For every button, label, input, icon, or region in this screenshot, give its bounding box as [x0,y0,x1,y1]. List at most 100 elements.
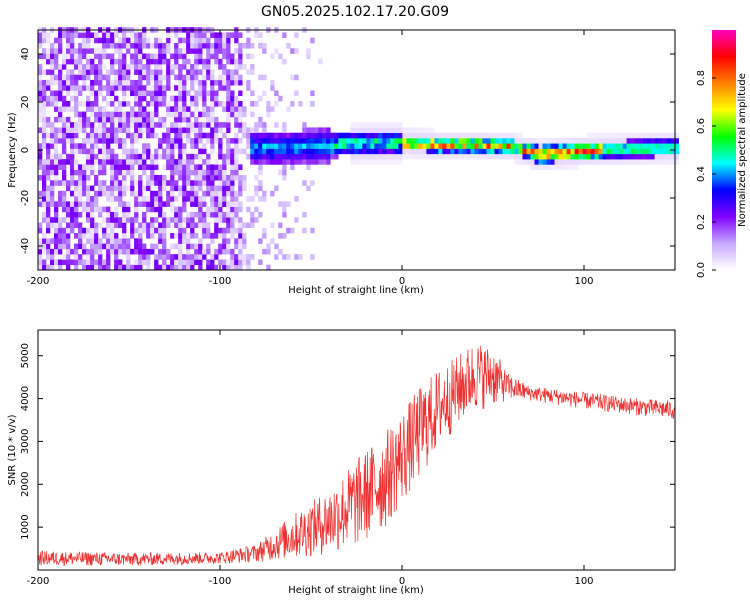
spectrogram-cell [162,53,167,60]
spectrogram-cell [234,138,239,144]
spectrogram-cell [142,116,147,123]
spectrogram-cell [170,106,175,112]
spectrogram-cell [210,116,215,123]
snr-frame [37,329,676,571]
spectrogram-cell [382,143,387,149]
spectrogram-cell [130,148,135,155]
spectrogram-cell [102,37,107,44]
spectrogram-cell [98,122,103,128]
spectrogram-cell [38,153,43,160]
spectrogram-cell [106,116,111,123]
spectrogram-cell [122,206,127,213]
spectrogram-cell [218,174,223,181]
spectrogram-cell [298,138,303,144]
spectrogram-cell [374,132,379,139]
spectrogram-cell [158,227,163,234]
spectrogram-cell [106,264,111,271]
spectrogram-cell [70,159,75,165]
spectrogram-cell [250,111,255,118]
spectrogram-cell [150,153,155,160]
spectrogram-cell [230,169,235,176]
spectrogram-cell [350,138,355,144]
spectrogram-cell [178,95,183,102]
snr-y-tick-label: 4000 [20,386,31,411]
spectrogram-cell [138,85,143,91]
spectrogram-cell [114,185,119,192]
spectrogram-cell [222,180,227,186]
spectrogram-cell [122,190,127,197]
spectrogram-cell [438,153,443,160]
spectrogram-cell [154,58,159,65]
spectrogram-cell [174,74,179,81]
spectrogram-cell [262,132,267,139]
spectrogram-cell [202,79,207,86]
spectrogram-cell [270,153,275,160]
spectrogram-cell [174,217,179,223]
spectrogram-cell [462,132,467,139]
spectrogram-cell [114,74,119,81]
spectrogram-cell [406,127,411,134]
spectrogram-cell [310,159,315,165]
spectrogram-cell [198,90,203,97]
spectrogram-cell [158,42,163,49]
spectrogram-cell [658,138,663,144]
spectrogram-cell [538,164,543,170]
spectrogram-cell [246,254,251,260]
spectrogram-cell [114,180,119,186]
spectrogram-cell [250,42,255,49]
spectrogram-cell [74,148,79,155]
spectrogram-cell [118,264,123,271]
spectrogram-cell [38,159,43,165]
spectrogram-cell [218,153,223,160]
spectrogram-cell [90,106,95,112]
spectrogram-cell [54,138,59,144]
spectrogram-cell [322,153,327,160]
spectrogram-cell [218,122,223,128]
spectrogram-cell [314,132,319,139]
spectrogram-cell [238,238,243,244]
spectrogram-cell [202,64,207,70]
spectrogram-cell [102,85,107,91]
spectrogram-cell [98,90,103,97]
spectrogram-cell [134,42,139,49]
spectrogram-cell [210,85,215,91]
spectrogram-cell [610,143,615,149]
spectrogram-cell [38,227,43,234]
spectrogram-cell [46,196,51,202]
spectrogram-cell [190,143,195,149]
spectrogram-cell [386,153,391,160]
spectrogram-cell [74,106,79,112]
spectrogram-cell [474,138,479,144]
spectrogram-cell [222,248,227,255]
spectrogram-cell [178,116,183,123]
spectrogram-cell [238,190,243,197]
spectrogram-cell [242,122,247,128]
spectrogram-cell [598,143,603,149]
spectrogram-cell [74,101,79,107]
spectrogram-cell [186,58,191,65]
spectrogram-cell [230,217,235,223]
spectrogram-cell [258,122,263,128]
spectrogram-cell [498,138,503,144]
spectrogram-cell [262,248,267,255]
spectrogram-cell [154,196,159,202]
spectrogram-cell [174,143,179,149]
spectrogram-cell [190,159,195,165]
spectrogram-cell [66,122,71,128]
spectrogram-cell [166,69,171,75]
spectrogram-cell [154,243,159,250]
spectrogram-cell [262,127,267,134]
spectrogram-cell [74,132,79,139]
spectrogram-cell [206,206,211,213]
spectrogram-cell [202,32,207,38]
spectrogram-cell [46,174,51,181]
spectrogram-cell [142,32,147,38]
spectrogram-cell [50,222,55,229]
spectrogram-cell [138,106,143,112]
spectrogram-cell [98,127,103,134]
spectrogram-cell [266,138,271,144]
spectrogram-cell [290,48,295,54]
spectrogram-cell [182,85,187,91]
spectrogram-cell [78,233,83,239]
spectrogram-cell [422,148,427,155]
